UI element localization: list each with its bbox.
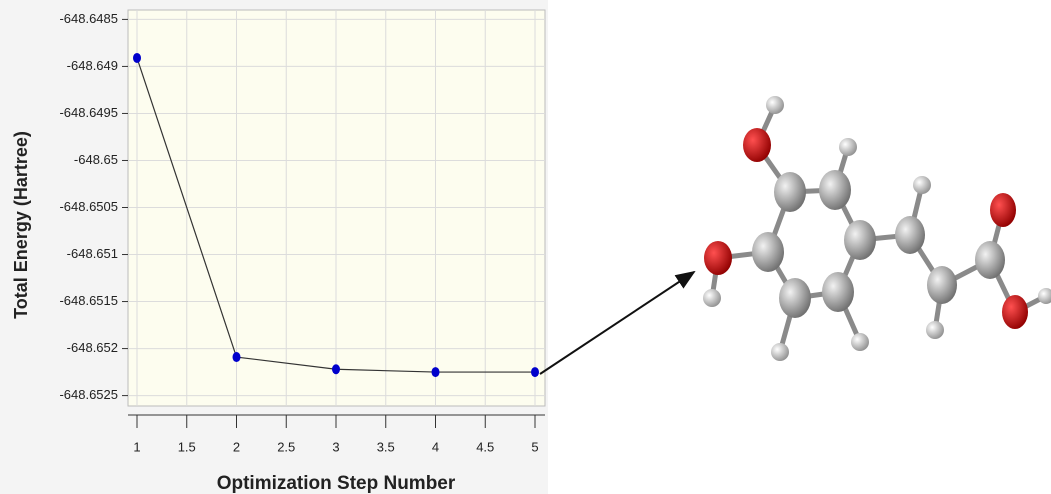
point [133, 53, 141, 63]
point [531, 367, 539, 377]
y-tick-label: -648.6485 [59, 11, 118, 26]
x-tick-label: 5 [531, 439, 538, 454]
y-tick-label: -648.6505 [59, 199, 118, 214]
y-tick-label: -648.649 [67, 58, 118, 73]
x-tick-label: 3.5 [377, 439, 395, 454]
y-tick-label: -648.6515 [59, 293, 118, 308]
point [432, 367, 440, 377]
x-tick-label: 4.5 [476, 439, 494, 454]
y-tick-label: -648.6525 [59, 387, 118, 402]
x-tick-label: 1 [133, 439, 140, 454]
figure: Total Energy (Hartree) Optimization Step… [0, 0, 1051, 494]
molecule [703, 96, 1051, 361]
page: {"chart_data": {"type": "line", "y_label… [0, 0, 1051, 494]
x-tick-label: 4 [432, 439, 439, 454]
x-axis-label: Optimization Step Number [217, 473, 456, 494]
x-tick-label: 2 [233, 439, 240, 454]
arrow [540, 272, 694, 374]
point [233, 352, 241, 362]
x-tick-label: 2.5 [277, 439, 295, 454]
x-tick-label: 1.5 [178, 439, 196, 454]
point [332, 364, 340, 374]
y-tick-label: -648.65 [74, 152, 118, 167]
y-tick-label: -648.651 [67, 246, 118, 261]
y-axis-label: Total Energy (Hartree) [11, 131, 31, 319]
x-tick-label: 3 [332, 439, 339, 454]
y-tick-label: -648.652 [67, 340, 118, 355]
y-tick-label: -648.6495 [59, 105, 118, 120]
